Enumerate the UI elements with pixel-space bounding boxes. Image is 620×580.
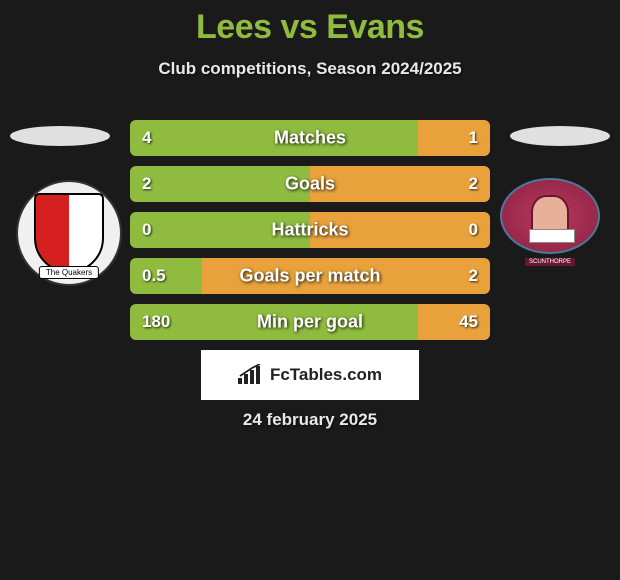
bar-value-left: 4 xyxy=(142,128,151,148)
club-badge-right: SCUNTHORPE xyxy=(500,178,600,254)
brand-prefix: Fc xyxy=(270,365,290,384)
bar-label: Min per goal xyxy=(257,312,363,333)
bar-label: Goals xyxy=(285,174,335,195)
bar-seg-left xyxy=(130,166,310,202)
cuff-icon xyxy=(529,229,575,243)
comparison-card: Lees vs Evans Club competitions, Season … xyxy=(0,0,620,580)
decorative-ellipse-right xyxy=(510,126,610,146)
bar-value-left: 180 xyxy=(142,312,170,332)
bar-seg-right xyxy=(418,120,490,156)
bar-seg-left xyxy=(130,258,202,294)
bar-value-left: 0.5 xyxy=(142,266,166,286)
fist-icon xyxy=(531,195,569,237)
bar-row: 4 1 Matches xyxy=(130,120,490,156)
bar-value-left: 0 xyxy=(142,220,151,240)
brand-suffix: Tables.com xyxy=(290,365,382,384)
badge-left-banner: The Quakers xyxy=(39,266,99,279)
subtitle: Club competitions, Season 2024/2025 xyxy=(0,59,620,79)
player1-name: Lees xyxy=(196,8,272,46)
bar-label: Hattricks xyxy=(271,220,348,241)
bar-row: 0 0 Hattricks xyxy=(130,212,490,248)
bar-value-right: 45 xyxy=(459,312,478,332)
bar-row: 0.5 2 Goals per match xyxy=(130,258,490,294)
player2-name: Evans xyxy=(326,8,424,46)
shield-icon: The Quakers xyxy=(34,193,104,273)
bar-seg-right xyxy=(310,166,490,202)
page-title: Lees vs Evans xyxy=(0,0,620,47)
bar-label: Matches xyxy=(274,128,346,149)
bar-row: 2 2 Goals xyxy=(130,166,490,202)
comparison-bars: 4 1 Matches 2 2 Goals 0 0 Hattricks 0.5 2 Goals per… xyxy=(130,120,490,350)
bar-value-right: 1 xyxy=(469,128,478,148)
bar-value-left: 2 xyxy=(142,174,151,194)
bar-label: Goals per match xyxy=(239,266,380,287)
brand-text: FcTables.com xyxy=(270,365,382,385)
brand-box[interactable]: FcTables.com xyxy=(201,350,419,400)
bar-value-right: 0 xyxy=(469,220,478,240)
bar-value-right: 2 xyxy=(469,266,478,286)
bar-chart-icon xyxy=(238,364,264,386)
decorative-ellipse-left xyxy=(10,126,110,146)
bar-seg-right xyxy=(418,304,490,340)
club-badge-left: The Quakers xyxy=(16,180,122,286)
footer-date: 24 february 2025 xyxy=(243,410,377,430)
bar-row: 180 45 Min per goal xyxy=(130,304,490,340)
vs-label: vs xyxy=(280,8,317,46)
bar-value-right: 2 xyxy=(469,174,478,194)
badge-right-ribbon: SCUNTHORPE xyxy=(525,258,575,266)
